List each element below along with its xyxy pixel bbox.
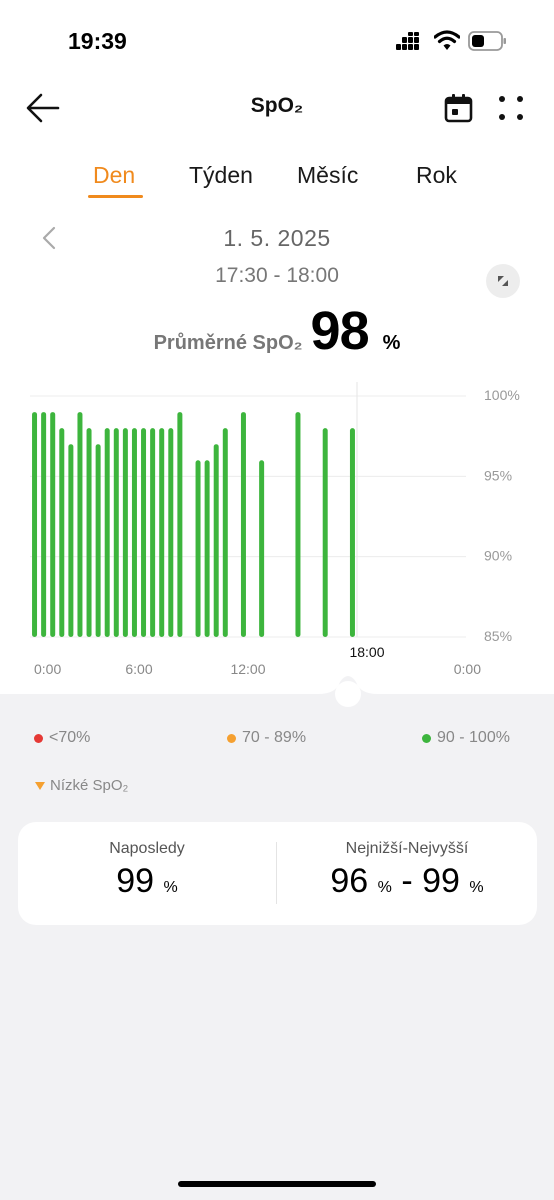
tab-day[interactable]: Den (93, 162, 136, 188)
status-time: 19:39 (68, 28, 127, 54)
chart-bar (322, 428, 328, 637)
min-max-label: Nejnižší-Nejvyšší (345, 840, 469, 857)
calendar-icon[interactable] (444, 93, 474, 123)
chart-bar (295, 412, 301, 637)
chart-bar (104, 428, 110, 637)
chart-bar (213, 444, 219, 637)
chart-bar (349, 428, 355, 637)
last-reading-unit: % (163, 879, 178, 896)
y-tick-label: 90% (484, 548, 512, 564)
selected-time-label: 18:00 (349, 644, 384, 660)
x-tick-label: 0:00 (34, 661, 61, 677)
chart-bar (95, 444, 101, 637)
chart-bar (59, 428, 65, 637)
legend-item-normal: 90 - 100% (422, 729, 510, 747)
chart-bar (68, 444, 74, 637)
selected-time-range: 17:30 - 18:00 (215, 264, 339, 287)
green-dot-icon (422, 733, 431, 743)
y-tick-label: 100% (484, 387, 520, 403)
min-value: 96 (330, 862, 369, 900)
selected-date: 1. 5. 2025 (223, 225, 331, 251)
average-label: Průměrné SpO₂ (153, 332, 303, 354)
chart-bar (131, 428, 137, 637)
time-slider-handle[interactable] (318, 668, 378, 708)
main-panel (0, 0, 554, 694)
legend-item-mid: 70 - 89% (227, 729, 306, 747)
average-value: 98 (310, 301, 370, 361)
min-max-value-row: 96 % - 99 % (277, 862, 537, 901)
max-value: 99 (422, 862, 460, 900)
x-tick-label: 0:00 (454, 661, 481, 677)
chart-bar (122, 428, 128, 637)
chart-bar (204, 460, 210, 637)
average-unit: % (382, 332, 401, 354)
back-arrow-icon[interactable] (26, 92, 60, 124)
chart-bar (50, 412, 56, 637)
range-separator: - (401, 862, 413, 900)
last-reading-value-row: 99 % (18, 862, 276, 901)
tab-year[interactable]: Rok (416, 162, 457, 188)
signal-icon (396, 32, 419, 50)
orange-dot-icon (227, 733, 236, 743)
wifi-icon (434, 30, 460, 50)
previous-date-icon[interactable] (40, 226, 58, 250)
max-unit: % (469, 879, 484, 896)
chart-bar (240, 412, 246, 637)
low-spo2-marker-legend: Nízké SpO₂ (34, 777, 128, 794)
min-max-reading: Nejnižší-Nejvyšší 96 % - 99 % (277, 840, 537, 901)
chart-bar (159, 428, 165, 637)
page-title: SpO₂ (250, 94, 304, 117)
chart-bar (77, 412, 83, 637)
card-divider (276, 842, 277, 904)
average-summary: Průměrné SpO₂ 98 % (0, 300, 554, 362)
min-unit: % (377, 879, 392, 896)
low-spo2-label: Nízké SpO₂ (50, 777, 129, 794)
chart-bar (86, 428, 92, 637)
chart-bar (168, 428, 174, 637)
down-triangle-icon (35, 781, 45, 790)
legend-label: 90 - 100% (437, 729, 510, 746)
chart-bar (113, 428, 119, 637)
home-indicator[interactable] (178, 1181, 376, 1187)
tab-active-indicator (88, 195, 143, 198)
expand-button[interactable] (486, 264, 520, 298)
chart-bar (177, 412, 183, 637)
battery-icon (468, 31, 506, 51)
red-dot-icon (34, 733, 43, 743)
expand-icon (498, 276, 508, 286)
legend-label: <70% (49, 729, 91, 746)
y-tick-label: 85% (484, 628, 512, 644)
stats-card: Naposledy 99 % Nejnižší-Nejvyšší 96 % - … (18, 822, 537, 925)
chart-bar (222, 428, 228, 637)
x-tick-label: 12:00 (230, 661, 265, 677)
chart-bar (141, 428, 147, 637)
legend-item-low: <70% (34, 729, 90, 747)
chart-bar (150, 428, 156, 637)
x-tick-label: 6:00 (125, 661, 152, 677)
chart-bar (259, 460, 265, 637)
last-reading: Naposledy 99 % (18, 840, 276, 901)
chart-bar (41, 412, 47, 637)
legend-label: 70 - 89% (242, 729, 307, 746)
last-reading-label: Naposledy (109, 840, 185, 857)
more-options-icon[interactable] (497, 94, 525, 122)
spo2-chart[interactable]: 100% 95% 90% 85% 18:00 0:00 6:00 12:00 0:00 (0, 370, 554, 690)
tab-week[interactable]: Týden (189, 162, 253, 188)
y-tick-label: 95% (484, 467, 512, 483)
chart-bar (195, 460, 201, 637)
last-reading-value: 99 (116, 862, 155, 900)
tab-month[interactable]: Měsíc (297, 162, 359, 188)
chart-bar (32, 412, 38, 637)
